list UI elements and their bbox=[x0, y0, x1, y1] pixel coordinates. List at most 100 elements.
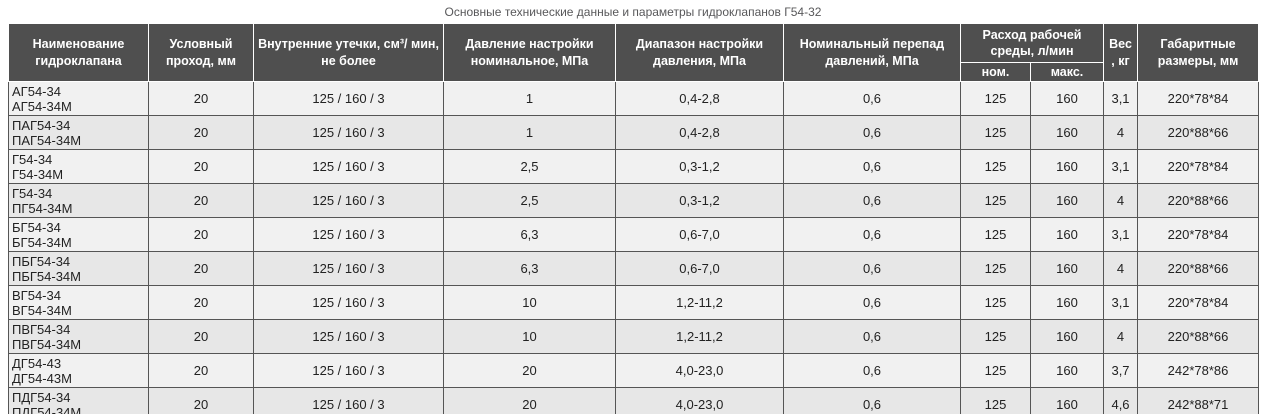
col-header-name: Наименование гидроклапана bbox=[8, 22, 149, 83]
col-header-flow-max: макс. bbox=[1029, 61, 1105, 83]
cell-name: ДГ54-43 ДГ54-43М bbox=[8, 353, 149, 389]
valve-model-line2: ПГ54-34М bbox=[12, 200, 73, 216]
header-row-main: Наименование гидроклапана Условный прохо… bbox=[8, 22, 1260, 83]
cell-leakage: 125 / 160 / 3 bbox=[253, 183, 444, 219]
cell-leakage: 125 / 160 / 3 bbox=[253, 115, 444, 151]
cell-pressure-drop: 0,6 bbox=[783, 115, 961, 151]
cell-leakage: 125 / 160 / 3 bbox=[253, 149, 444, 185]
table-row: АГ54-34 АГ54-34М 20 125 / 160 / 3 1 0,4-… bbox=[8, 81, 1260, 117]
cell-flow-max: 160 bbox=[1029, 251, 1105, 287]
cell-weight: 3,7 bbox=[1103, 353, 1139, 389]
cell-pressure-range: 0,6-7,0 bbox=[615, 251, 784, 287]
cell-name: АГ54-34 АГ54-34М bbox=[8, 81, 149, 117]
cell-name: Г54-34 Г54-34М bbox=[8, 149, 149, 185]
cell-pressure-range: 0,4-2,8 bbox=[615, 115, 784, 151]
cell-name: ПБГ54-34 ПБГ54-34М bbox=[8, 251, 149, 287]
col-header-pressure-nominal: Давление настройки номинальное, МПа bbox=[443, 22, 616, 83]
cell-pressure-drop: 0,6 bbox=[783, 387, 961, 414]
valve-model-line2: Г54-34М bbox=[12, 166, 64, 182]
valve-model-line2: ПБГ54-34М bbox=[12, 268, 81, 284]
table-row: ПБГ54-34 ПБГ54-34М 20 125 / 160 / 3 6,3 … bbox=[8, 251, 1260, 287]
cell-pressure-range: 4,0-23,0 bbox=[615, 353, 784, 389]
cell-flow-nom: 125 bbox=[960, 217, 1031, 253]
cell-name: ПДГ54-34 ПДГ54-34М bbox=[8, 387, 149, 414]
col-header-dimensions: Габаритные размеры, мм bbox=[1137, 22, 1260, 83]
col-header-weight: Вес , кг bbox=[1103, 22, 1139, 83]
cell-bore: 20 bbox=[148, 217, 254, 253]
cell-dimensions: 220*78*84 bbox=[1137, 149, 1260, 185]
cell-flow-nom: 125 bbox=[960, 319, 1031, 355]
table-row: ПДГ54-34 ПДГ54-34М 20 125 / 160 / 3 20 4… bbox=[8, 387, 1260, 414]
cell-dimensions: 220*78*84 bbox=[1137, 81, 1260, 117]
cell-dimensions: 220*88*66 bbox=[1137, 183, 1260, 219]
cell-bore: 20 bbox=[148, 387, 254, 414]
valve-model-line2: ПАГ54-34М bbox=[12, 132, 82, 148]
cell-pressure-nominal: 10 bbox=[443, 319, 616, 355]
cell-pressure-range: 1,2-11,2 bbox=[615, 285, 784, 321]
cell-name: ВГ54-34 ВГ54-34М bbox=[8, 285, 149, 321]
cell-name: БГ54-34 БГ54-34М bbox=[8, 217, 149, 253]
cell-pressure-nominal: 10 bbox=[443, 285, 616, 321]
col-header-bore: Условный проход, мм bbox=[148, 22, 254, 83]
table-title: Основные технические данные и параметры … bbox=[444, 5, 822, 19]
valve-model-line1: АГ54-34 bbox=[12, 83, 61, 99]
cell-pressure-nominal: 2,5 bbox=[443, 149, 616, 185]
valve-model-line2: ВГ54-34М bbox=[12, 302, 72, 318]
valve-model-line1: ПВГ54-34 bbox=[12, 321, 71, 337]
cell-dimensions: 220*78*84 bbox=[1137, 285, 1260, 321]
cell-pressure-nominal: 2,5 bbox=[443, 183, 616, 219]
valve-model-line1: ВГ54-34 bbox=[12, 287, 61, 303]
cell-dimensions: 220*88*66 bbox=[1137, 319, 1260, 355]
table-body: АГ54-34 АГ54-34М 20 125 / 160 / 3 1 0,4-… bbox=[8, 81, 1260, 414]
col-header-flow-nom: ном. bbox=[960, 61, 1031, 83]
valve-model-line1: БГ54-34 bbox=[12, 219, 61, 235]
cell-name: ПАГ54-34 ПАГ54-34М bbox=[8, 115, 149, 151]
cell-pressure-drop: 0,6 bbox=[783, 353, 961, 389]
cell-pressure-drop: 0,6 bbox=[783, 217, 961, 253]
cell-name: Г54-34 ПГ54-34М bbox=[8, 183, 149, 219]
col-header-flow-group: Расход рабочей среды, л/мин bbox=[959, 23, 1105, 63]
header-row-sub: ном. макс. bbox=[9, 61, 1259, 83]
cell-pressure-range: 0,3-1,2 bbox=[615, 149, 784, 185]
cell-bore: 20 bbox=[148, 81, 254, 117]
table-row: БГ54-34 БГ54-34М 20 125 / 160 / 3 6,3 0,… bbox=[8, 217, 1260, 253]
cell-pressure-nominal: 1 bbox=[443, 115, 616, 151]
cell-bore: 20 bbox=[148, 319, 254, 355]
col-header-leakage: Внутренние утечки, см³/ мин, не более bbox=[253, 22, 444, 83]
cell-weight: 4 bbox=[1103, 115, 1139, 151]
cell-flow-nom: 125 bbox=[960, 353, 1031, 389]
cell-flow-max: 160 bbox=[1029, 149, 1105, 185]
valve-model-line2: ПДГ54-34М bbox=[12, 404, 82, 414]
cell-flow-nom: 125 bbox=[960, 285, 1031, 321]
cell-flow-nom: 125 bbox=[960, 387, 1031, 414]
table-row: ДГ54-43 ДГ54-43М 20 125 / 160 / 3 20 4,0… bbox=[8, 353, 1260, 389]
cell-name: ПВГ54-34 ПВГ54-34М bbox=[8, 319, 149, 355]
cell-leakage: 125 / 160 / 3 bbox=[253, 217, 444, 253]
cell-flow-max: 160 bbox=[1029, 319, 1105, 355]
cell-pressure-drop: 0,6 bbox=[783, 183, 961, 219]
col-header-pressure-drop: Номинальный перепад давлений, МПа bbox=[783, 22, 961, 83]
valve-model-line2: БГ54-34М bbox=[12, 234, 72, 250]
cell-leakage: 125 / 160 / 3 bbox=[253, 353, 444, 389]
cell-weight: 3,1 bbox=[1103, 217, 1139, 253]
valve-model-line2: ДГ54-43М bbox=[12, 370, 72, 386]
cell-weight: 3,1 bbox=[1103, 149, 1139, 185]
cell-weight: 4 bbox=[1103, 183, 1139, 219]
table-row: Г54-34 ПГ54-34М 20 125 / 160 / 3 2,5 0,3… bbox=[8, 183, 1260, 219]
cell-flow-max: 160 bbox=[1029, 183, 1105, 219]
cell-flow-nom: 125 bbox=[960, 81, 1031, 117]
cell-bore: 20 bbox=[148, 183, 254, 219]
cell-leakage: 125 / 160 / 3 bbox=[253, 387, 444, 414]
table-row: ПВГ54-34 ПВГ54-34М 20 125 / 160 / 3 10 1… bbox=[8, 319, 1260, 355]
valve-model-line1: ПДГ54-34 bbox=[12, 389, 71, 405]
cell-pressure-range: 0,3-1,2 bbox=[615, 183, 784, 219]
cell-pressure-range: 0,4-2,8 bbox=[615, 81, 784, 117]
cell-weight: 3,1 bbox=[1103, 81, 1139, 117]
cell-pressure-drop: 0,6 bbox=[783, 251, 961, 287]
valve-model-line1: ПБГ54-34 bbox=[12, 253, 71, 269]
cell-pressure-drop: 0,6 bbox=[783, 319, 961, 355]
cell-pressure-nominal: 6,3 bbox=[443, 217, 616, 253]
cell-pressure-range: 0,6-7,0 bbox=[615, 217, 784, 253]
cell-flow-nom: 125 bbox=[960, 115, 1031, 151]
